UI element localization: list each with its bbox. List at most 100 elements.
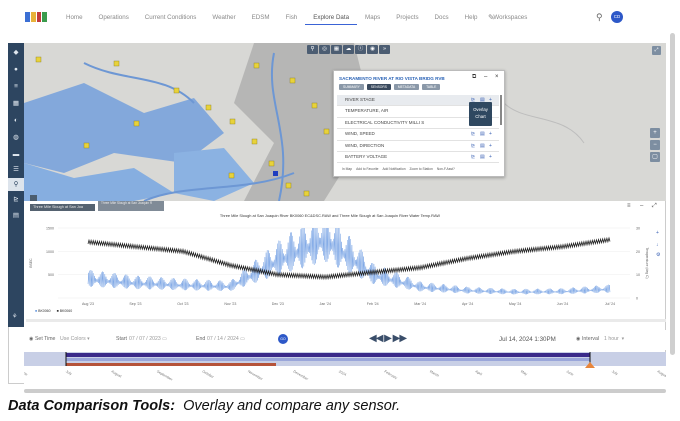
chart-icon[interactable]: ⊵ bbox=[471, 131, 476, 138]
nav-item-maps[interactable]: Maps bbox=[365, 14, 381, 21]
footer-in-map[interactable]: In Map bbox=[342, 167, 353, 171]
sensor-row[interactable]: BATTERY VOLTAGE ⊵ ▤ + bbox=[337, 152, 499, 164]
chart-minimize-icon[interactable]: – bbox=[640, 203, 644, 209]
nav-item-edsm[interactable]: EDSM bbox=[251, 14, 270, 21]
timeline-current-marker[interactable] bbox=[585, 362, 595, 368]
tab-summary[interactable]: SUMMARY bbox=[339, 84, 364, 90]
footer-non-asst[interactable]: Non-F.Asst? bbox=[436, 167, 455, 171]
sidebar-globe-icon[interactable]: ◍ bbox=[13, 134, 19, 141]
timeline-slider[interactable]: June July August September October November De… bbox=[24, 352, 666, 384]
chart-icon[interactable]: ⊵ bbox=[471, 97, 476, 103]
footer-add-notification[interactable]: Add Notification bbox=[382, 167, 406, 171]
map-grid-icon[interactable]: ▦ bbox=[331, 45, 342, 54]
top-nav: Home Operations Current Conditions Weath… bbox=[0, 0, 680, 36]
zoom-in-icon[interactable]: + bbox=[650, 128, 660, 138]
sensor-row[interactable]: RIVER STAGE ⊵ ▤ + bbox=[337, 95, 499, 107]
chart-expand-icon[interactable]: ⤢ bbox=[652, 203, 657, 209]
chart-add-icon[interactable]: + bbox=[656, 230, 659, 236]
sidebar-home-icon[interactable]: ◆ bbox=[13, 49, 19, 56]
map-expand-icon[interactable]: » bbox=[379, 45, 390, 54]
sidebar-layers-icon[interactable]: ▬ bbox=[12, 151, 20, 158]
footer-zoom-station[interactable]: Zoom to Station bbox=[409, 167, 433, 171]
table-icon[interactable]: ▤ bbox=[480, 131, 485, 138]
nav-item-operations[interactable]: Operations bbox=[98, 14, 129, 21]
use-colors-select[interactable]: Use Colors ▾ bbox=[60, 336, 90, 342]
map-search-icon[interactable]: ⚲ bbox=[307, 45, 318, 54]
popup-close-icon[interactable]: × bbox=[495, 74, 499, 80]
x-tick-label: Aug '23 bbox=[82, 302, 94, 306]
nav-item-help[interactable]: Help bbox=[464, 14, 478, 21]
sidebar-search-icon[interactable]: ⚲ bbox=[8, 178, 24, 191]
chart-icon[interactable]: ⊵ bbox=[471, 142, 476, 149]
tab-metadata[interactable]: METADATA bbox=[393, 84, 420, 90]
map-cloud-icon[interactable]: ☁ bbox=[343, 45, 354, 54]
sidebar-print-icon[interactable]: ▤ bbox=[12, 212, 20, 219]
station-markers[interactable] bbox=[35, 56, 330, 197]
nav-item-current-conditions[interactable]: Current Conditions bbox=[144, 14, 197, 21]
nav-item-fish[interactable]: Fish bbox=[285, 14, 298, 21]
legend-item[interactable]: ■ BK0060 bbox=[35, 309, 51, 313]
nav-item-docs[interactable]: Docs bbox=[434, 14, 449, 21]
horizontal-scrollbar[interactable] bbox=[24, 389, 666, 393]
sidebar-map-icon[interactable]: ◐ bbox=[14, 117, 18, 124]
table-icon[interactable]: ▤ bbox=[480, 153, 485, 160]
popup-minimize-icon[interactable]: – bbox=[484, 74, 488, 80]
end-date-input[interactable]: 07 / 14 / 2024 ▭ bbox=[207, 336, 246, 342]
fast-forward-icon[interactable]: ▶▶ bbox=[392, 333, 407, 344]
add-icon[interactable]: + bbox=[489, 142, 492, 149]
footer-add-favorite[interactable]: Add to Favorite bbox=[356, 167, 379, 171]
popup-scrollbar[interactable] bbox=[500, 95, 502, 125]
go-button[interactable]: GO bbox=[278, 334, 288, 344]
legend-item[interactable]: ■ BK0060 bbox=[56, 309, 73, 313]
map-fit-icon[interactable]: ▢ bbox=[650, 152, 660, 162]
map-layers-icon[interactable]: ◎ bbox=[319, 45, 330, 54]
y-axis-label-left: BSEC bbox=[29, 258, 33, 268]
set-time-toggle[interactable]: ◉ Set Time bbox=[29, 336, 56, 342]
sensor-chart[interactable]: 1500 1000 500 30 20 10 0 Aug '23 Sep '23 Oct '23 N… bbox=[24, 220, 666, 310]
sensor-row[interactable]: WIND, SPEED ⊵ ▤ + bbox=[337, 129, 499, 141]
start-date-input[interactable]: 07 / 07 / 2023 ▭ bbox=[129, 336, 168, 342]
map-legend-toggle[interactable] bbox=[30, 195, 37, 201]
chart-menu-icon[interactable]: ≡ bbox=[627, 203, 631, 209]
nav-item-home[interactable]: Home bbox=[66, 14, 83, 21]
nav-item-projects[interactable]: Projects bbox=[396, 14, 419, 21]
chart-icon[interactable]: ⊵ bbox=[471, 153, 476, 160]
chart-resize-handle[interactable] bbox=[26, 319, 666, 322]
nav-item-weather[interactable]: Weather bbox=[212, 14, 236, 21]
interval-select[interactable]: 1 hour ▾ bbox=[604, 336, 625, 342]
map-fullscreen-icon[interactable]: ⤢ bbox=[652, 46, 661, 55]
sidebar-chart-icon[interactable]: ⊵ bbox=[13, 196, 19, 203]
series-line-temperature[interactable] bbox=[87, 236, 611, 281]
map-target-icon[interactable]: ◉ bbox=[367, 45, 378, 54]
edit-icon[interactable]: ✎ bbox=[488, 13, 495, 22]
add-icon[interactable]: + bbox=[489, 97, 492, 103]
popup-copy-icon[interactable]: ⧉ bbox=[472, 74, 477, 80]
map-info-icon[interactable]: ⓘ bbox=[355, 45, 366, 54]
avatar[interactable]: CD bbox=[611, 11, 623, 23]
nav-item-explore-data[interactable]: Explore Data bbox=[305, 14, 358, 25]
series-line-ec[interactable] bbox=[87, 227, 611, 295]
table-icon[interactable]: ▤ bbox=[480, 142, 485, 149]
map-view[interactable] bbox=[24, 43, 666, 201]
sidebar-list-icon[interactable]: ≡ bbox=[14, 83, 18, 90]
sidebar-list-icon[interactable]: ☰ bbox=[13, 166, 19, 173]
play-icon[interactable]: ▶ bbox=[384, 333, 392, 344]
add-icon[interactable]: + bbox=[489, 131, 492, 138]
sidebar-network-icon[interactable]: ⚘ bbox=[12, 314, 18, 320]
page-scrollbar[interactable] bbox=[670, 33, 675, 355]
chart-download-icon[interactable]: ↓ bbox=[656, 242, 659, 248]
sensor-row[interactable]: WIND, DIRECTION ⊵ ▤ + bbox=[337, 141, 499, 152]
zoom-out-icon[interactable]: − bbox=[650, 140, 660, 150]
table-icon[interactable]: ▤ bbox=[480, 97, 485, 103]
sidebar-user-icon[interactable]: ● bbox=[14, 66, 18, 73]
tab-sensors[interactable]: SENSORS bbox=[366, 84, 391, 90]
add-icon[interactable]: + bbox=[489, 153, 492, 160]
rewind-icon[interactable]: ◀◀ bbox=[369, 333, 383, 344]
tab-table[interactable]: TABLE bbox=[422, 84, 441, 90]
y-tick-label-right: 30 bbox=[636, 227, 640, 231]
sidebar-grid-icon[interactable]: ▦ bbox=[12, 100, 20, 107]
chart-settings-icon[interactable]: ⚙ bbox=[656, 252, 661, 258]
app-logo[interactable] bbox=[25, 12, 47, 22]
nav-item-workspaces[interactable]: Workspaces bbox=[493, 14, 528, 21]
search-icon[interactable]: ⚲ bbox=[596, 12, 603, 22]
